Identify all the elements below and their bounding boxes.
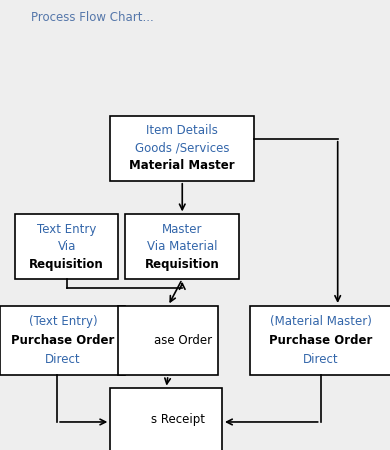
Text: Direct: Direct: [303, 353, 339, 366]
Bar: [250, 306, 390, 375]
Text: Item Details: Item Details: [146, 125, 218, 138]
Text: Purchase Order: Purchase Order: [11, 334, 115, 347]
Text: (Text Entry): (Text Entry): [28, 315, 97, 328]
Text: Via: Via: [57, 240, 76, 253]
Text: Material Master: Material Master: [129, 159, 235, 172]
Bar: [110, 388, 222, 450]
Text: s Receipt: s Receipt: [151, 413, 204, 426]
Bar: [16, 214, 118, 279]
Bar: [126, 214, 239, 279]
Text: Via Material: Via Material: [147, 240, 218, 253]
Bar: [110, 116, 254, 181]
Text: Process Flow Chart...: Process Flow Chart...: [30, 11, 153, 24]
Bar: [118, 306, 218, 375]
Text: Purchase Order: Purchase Order: [269, 334, 372, 347]
Text: Requisition: Requisition: [145, 258, 220, 271]
Text: Requisition: Requisition: [29, 258, 104, 271]
Text: Text Entry: Text Entry: [37, 223, 96, 236]
Text: Master: Master: [162, 223, 202, 236]
Text: Goods /Services: Goods /Services: [135, 142, 229, 155]
Text: ase Order: ase Order: [154, 334, 212, 347]
Text: Direct: Direct: [45, 353, 81, 366]
Bar: [0, 306, 126, 375]
Text: (Material Master): (Material Master): [270, 315, 372, 328]
